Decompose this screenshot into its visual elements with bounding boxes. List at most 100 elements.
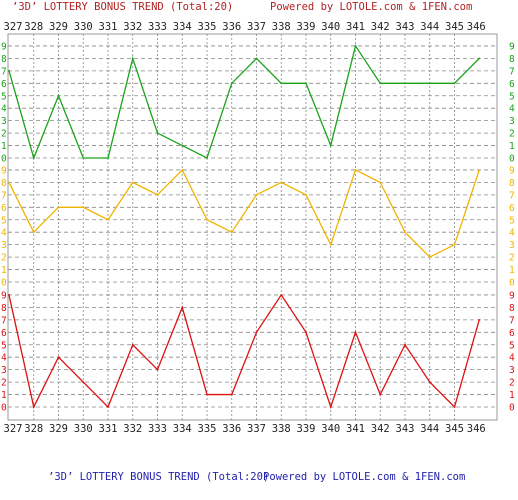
data-point <box>107 406 109 408</box>
x-tick-label-top: 345 <box>445 21 464 33</box>
y-tick-label-right: 5 <box>509 340 515 351</box>
data-point <box>428 82 431 85</box>
y-tick-label-left: 2 <box>1 253 7 264</box>
data-point <box>8 294 10 296</box>
footer-powered-by: Powered by LOTOLE.com & 1FEN.com <box>263 471 465 483</box>
y-tick-label-left: 1 <box>1 141 7 152</box>
data-point <box>453 82 456 85</box>
data-point <box>156 368 159 371</box>
data-point <box>453 406 456 408</box>
x-tick-label-top: 341 <box>346 21 365 33</box>
y-tick-label-right: 7 <box>509 66 515 77</box>
y-tick-label-right: 1 <box>509 265 515 276</box>
data-point <box>181 144 184 147</box>
data-point <box>255 57 258 60</box>
data-point <box>305 193 307 196</box>
data-point <box>329 406 332 408</box>
x-tick-label-top: 332 <box>123 21 142 33</box>
data-point <box>428 381 431 383</box>
y-tick-label-right: 8 <box>509 54 515 65</box>
data-point <box>354 169 357 171</box>
data-point <box>82 206 85 209</box>
x-tick-label-top: 339 <box>297 21 316 33</box>
data-point <box>32 231 35 234</box>
y-tick-label-right: 9 <box>509 290 515 301</box>
data-point <box>206 218 208 221</box>
plot-frame <box>7 33 498 421</box>
x-tick-label-bottom: 343 <box>396 423 415 435</box>
x-axis-labels-top: 327 328 329 330 331 332 333 334 335 336 337 338 339 3… <box>4 21 486 33</box>
y-tick-label-left: 6 <box>1 79 7 90</box>
header-title: ’3D’ LOTTERY BONUS TREND (Total:20) <box>12 1 233 13</box>
y-tick-label-left: 5 <box>1 215 7 226</box>
data-point <box>329 243 332 246</box>
x-tick-label-bottom: 342 <box>371 423 390 435</box>
y-tick-label-right: 4 <box>509 104 515 115</box>
x-tick-label-bottom: 336 <box>222 423 241 435</box>
y-tick-label-right: 0 <box>509 154 515 165</box>
data-point <box>329 144 332 147</box>
data-point <box>131 57 134 60</box>
y-tick-label-left: 4 <box>1 228 7 239</box>
x-tick-label-top: 338 <box>272 21 291 33</box>
y-tick-label-right: 2 <box>509 129 515 140</box>
data-point <box>478 169 481 171</box>
data-point <box>404 343 406 346</box>
data-point <box>57 94 60 97</box>
y-tick-label-right: 6 <box>509 79 515 90</box>
y-tick-label-left: 6 <box>1 328 7 339</box>
x-tick-label-bottom: 328 <box>24 423 43 435</box>
x-tick-label-bottom: 337 <box>247 423 266 435</box>
data-point <box>8 181 10 184</box>
y-tick-label-right: 4 <box>509 228 515 239</box>
x-tick-label-bottom: 331 <box>99 423 118 435</box>
data-point <box>131 343 134 346</box>
y-tick-label-left: 9 <box>1 290 7 301</box>
y-tick-label-left: 9 <box>1 165 7 176</box>
x-tick-label-bottom: 330 <box>74 423 93 435</box>
x-tick-label-top: 344 <box>420 21 439 33</box>
data-point <box>230 82 233 85</box>
y-axis-labels: 0 01 12 23 34 45 56 67 78 89 90 01 12 23 34 45 56 67 78 89 9… <box>1 41 515 413</box>
y-tick-label-right: 5 <box>509 91 515 102</box>
x-tick-label-bottom: 329 <box>49 423 68 435</box>
data-point <box>280 82 283 85</box>
y-tick-label-left: 0 <box>1 154 7 165</box>
header-powered-by: Powered by LOTOLE.com & 1FEN.com <box>270 1 472 13</box>
data-point <box>156 193 159 196</box>
x-tick-label-bottom: 332 <box>123 423 142 435</box>
x-tick-label-bottom: 344 <box>420 423 439 435</box>
y-tick-label-right: 3 <box>509 240 515 251</box>
y-tick-label-right: 5 <box>509 215 515 226</box>
data-point <box>478 318 481 321</box>
x-tick-label-bottom: 341 <box>346 423 365 435</box>
y-tick-label-right: 0 <box>509 403 515 414</box>
x-tick-label-bottom: 334 <box>173 423 192 435</box>
data-point <box>230 393 233 396</box>
data-point <box>379 181 382 184</box>
y-tick-label-left: 8 <box>1 54 7 65</box>
y-tick-label-left: 5 <box>1 91 7 102</box>
x-tick-label-bottom: 333 <box>148 423 167 435</box>
data-point <box>107 157 109 159</box>
x-tick-label-top: 329 <box>49 21 68 33</box>
x-tick-label-top: 343 <box>396 21 415 33</box>
y-tick-label-left: 2 <box>1 129 7 140</box>
y-tick-label-right: 4 <box>509 353 515 364</box>
x-tick-label-top: 342 <box>371 21 390 33</box>
x-tick-label-bottom: 338 <box>272 423 291 435</box>
data-point <box>354 45 357 47</box>
series-lines <box>8 44 481 410</box>
data-point <box>404 231 406 234</box>
y-tick-label-right: 6 <box>509 328 515 339</box>
data-point <box>453 243 456 246</box>
y-tick-label-right: 2 <box>509 378 515 389</box>
x-tick-label-top: 334 <box>173 21 192 33</box>
data-point <box>379 393 382 396</box>
data-point <box>8 69 10 72</box>
series-line-middle <box>8 168 480 258</box>
x-tick-label-top: 331 <box>99 21 118 33</box>
data-point <box>181 169 184 171</box>
data-point <box>156 132 159 135</box>
